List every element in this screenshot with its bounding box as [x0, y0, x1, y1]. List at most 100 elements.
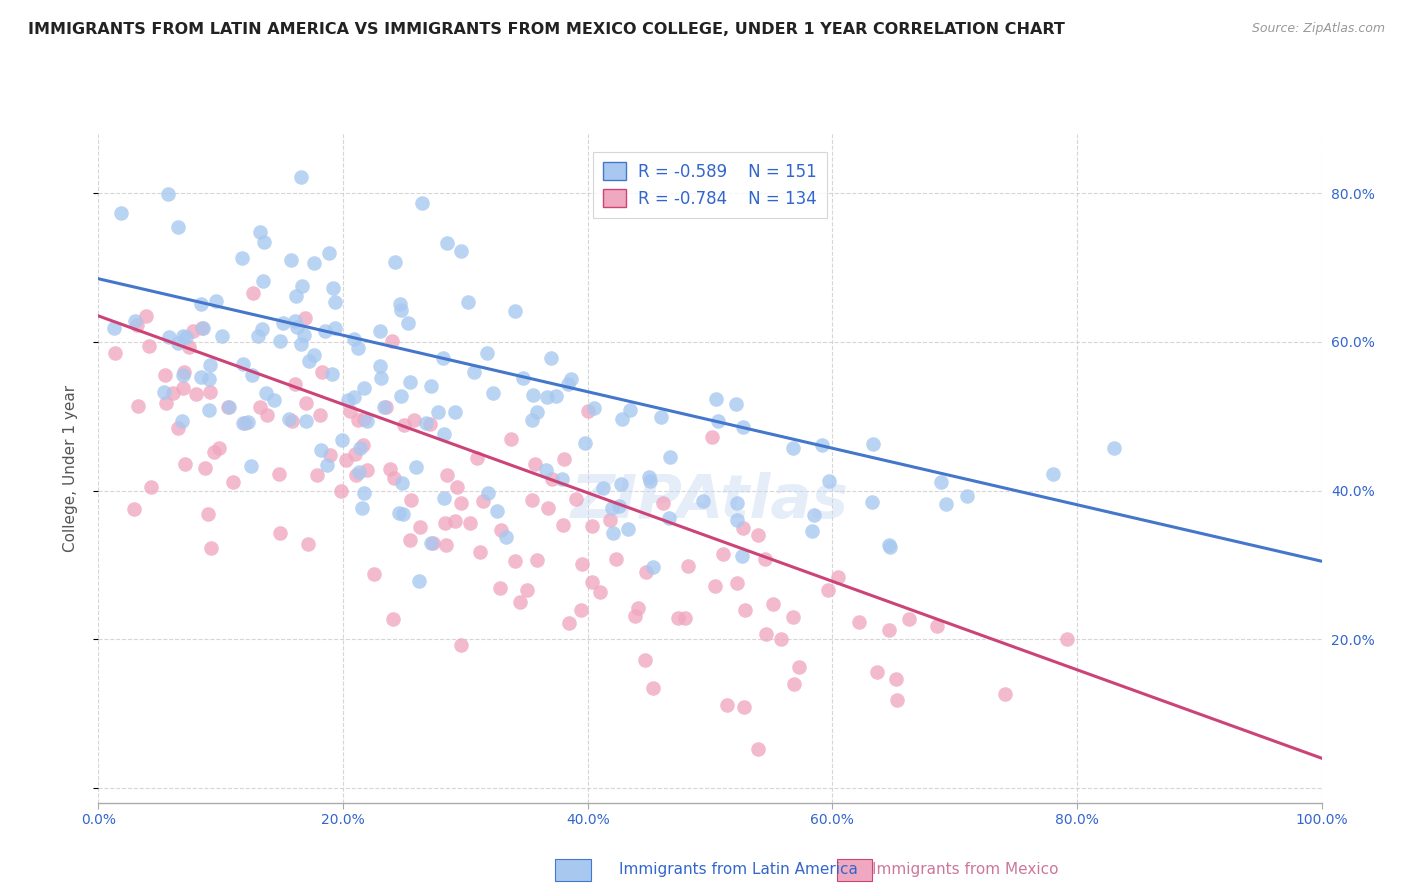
Point [399, 375, 422, 389]
Point [540, 472, 562, 486]
Point [617, 522, 640, 536]
Point [676, 558, 699, 573]
Point [353, 486, 375, 500]
Point [848, 615, 870, 629]
Point [457, 294, 479, 309]
Point [353, 412, 375, 426]
Point [231, 251, 253, 265]
Point [641, 681, 664, 695]
Point [600, 500, 623, 515]
Point [724, 397, 747, 411]
Point [172, 381, 194, 395]
Point [307, 468, 329, 483]
Point [754, 551, 776, 566]
Point [627, 600, 650, 615]
Point [612, 412, 634, 426]
Point [557, 377, 579, 392]
Point [391, 476, 413, 491]
Point [232, 416, 254, 430]
Point [373, 401, 395, 415]
Y-axis label: College, Under 1 year: College, Under 1 year [63, 384, 77, 552]
Point [337, 392, 360, 407]
Point [495, 530, 517, 544]
Point [725, 496, 748, 510]
Point [602, 526, 624, 541]
Point [433, 426, 456, 441]
Point [135, 309, 157, 323]
Point [347, 412, 370, 426]
Point [392, 507, 415, 521]
Point [294, 396, 316, 410]
Point [405, 460, 427, 475]
Point [415, 417, 437, 431]
Point [707, 414, 730, 428]
Point [157, 187, 180, 202]
Point [433, 516, 456, 530]
Point [181, 324, 204, 338]
Point [522, 388, 544, 402]
Point [540, 351, 562, 366]
Point [250, 321, 273, 335]
Point [641, 560, 664, 574]
Point [318, 448, 340, 462]
Point [419, 417, 441, 432]
Point [884, 673, 907, 687]
Point [179, 340, 201, 354]
Point [318, 246, 340, 260]
Point [167, 219, 190, 234]
Point [155, 396, 177, 410]
Point [198, 385, 221, 400]
Point [817, 582, 839, 597]
Text: Immigrants from Latin America: Immigrants from Latin America [619, 863, 858, 877]
Point [803, 508, 825, 522]
Point [200, 359, 222, 373]
Point [184, 387, 207, 401]
Point [1042, 467, 1064, 482]
Point [370, 370, 392, 384]
Point [316, 458, 339, 473]
Point [330, 484, 353, 499]
Point [609, 476, 631, 491]
Point [344, 447, 367, 461]
Point [398, 533, 420, 548]
Point [411, 196, 433, 211]
Point [335, 453, 357, 467]
Point [619, 403, 641, 417]
Point [589, 585, 612, 599]
Point [309, 408, 332, 422]
Point [692, 493, 714, 508]
Point [396, 316, 419, 330]
Point [139, 480, 162, 494]
Point [271, 316, 294, 330]
Point [485, 504, 508, 518]
Point [860, 495, 883, 509]
Point [733, 699, 755, 714]
Point [350, 501, 373, 516]
Point [489, 581, 512, 595]
Point [284, 377, 307, 392]
Point [157, 330, 180, 344]
Point [443, 514, 465, 528]
Point [592, 482, 614, 496]
Point [956, 489, 979, 503]
Point [269, 467, 291, 481]
Point [217, 400, 239, 414]
Point [190, 320, 212, 334]
Point [232, 357, 254, 371]
Point [553, 518, 575, 533]
Point [731, 420, 754, 434]
Point [747, 741, 769, 756]
Point [311, 365, 333, 379]
Point [725, 513, 748, 527]
Point [294, 310, 316, 325]
Point [634, 653, 657, 667]
Point [526, 553, 548, 567]
Point [436, 467, 458, 482]
Point [356, 462, 378, 476]
Point [512, 370, 534, 384]
Point [190, 296, 212, 310]
Point [193, 460, 215, 475]
Point [349, 441, 371, 455]
Point [564, 491, 586, 506]
Point [170, 415, 193, 429]
